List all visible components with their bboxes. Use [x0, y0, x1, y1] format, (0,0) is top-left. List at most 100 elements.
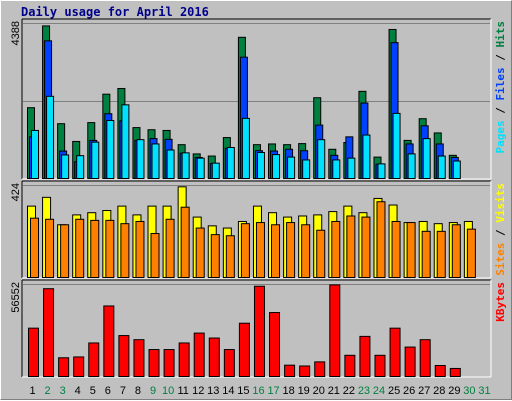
x-tick-label: 12	[192, 385, 204, 397]
sites-bar	[346, 215, 356, 278]
kbytes-bar	[58, 357, 70, 378]
kbytes-bar	[43, 288, 55, 377]
kbytes-bar	[344, 354, 356, 377]
pages-bar	[272, 154, 281, 180]
kbytes-bar	[148, 349, 160, 377]
kbytes-bar	[133, 339, 145, 377]
x-tick-label: 7	[120, 385, 126, 397]
x-tick-label: 18	[283, 385, 295, 397]
kbytes-bar	[314, 361, 326, 377]
x-tick-label: 19	[298, 385, 310, 397]
kbytes-bar	[404, 346, 416, 377]
sites-bar	[421, 230, 431, 278]
sites-bar	[466, 228, 476, 279]
x-tick-label: 9	[150, 385, 156, 397]
pages-bar	[76, 155, 85, 180]
sites-bar	[165, 218, 175, 279]
legend-kbytes: KBytes	[494, 282, 507, 322]
x-tick-label: 6	[105, 385, 111, 397]
x-tick-label: 28	[433, 385, 445, 397]
kbytes-bar	[28, 327, 39, 378]
kbytes-bar	[299, 365, 311, 377]
legend-pages: Pages	[494, 120, 507, 153]
sites-bar	[30, 217, 39, 279]
pages-bar	[226, 147, 235, 179]
pages-bar	[452, 160, 461, 179]
pages-bar	[151, 143, 160, 180]
x-tick-label: 25	[388, 385, 400, 397]
sites-bar	[225, 235, 235, 278]
kbytes-bar	[253, 285, 265, 377]
pages-bar	[121, 104, 130, 179]
kbytes-bar	[389, 327, 401, 378]
kbytes-panel-ymax-label: 56552	[10, 282, 22, 313]
pages-bar	[106, 119, 115, 179]
sites-bar	[331, 220, 341, 278]
pages-bar	[31, 129, 39, 179]
sites-bar	[210, 234, 220, 279]
sites-bar	[135, 220, 145, 278]
sites-bar	[255, 222, 265, 278]
pages-bar	[422, 138, 431, 179]
pages-bar	[332, 159, 341, 179]
pages-bar	[377, 163, 386, 180]
kbytes-bar	[223, 349, 235, 377]
x-tick-label: 1	[29, 385, 35, 397]
x-tick-label: 11	[177, 385, 188, 397]
x-tick-label: 10	[162, 385, 174, 397]
x-tick-label: 2	[45, 385, 51, 397]
sites-bar	[376, 201, 386, 278]
sites-bar	[120, 223, 130, 279]
sites-bar	[195, 227, 205, 278]
pages-bar	[91, 141, 100, 179]
pages-bar	[196, 157, 205, 179]
legend-sep: /	[494, 48, 507, 68]
x-tick-label: 21	[328, 385, 340, 397]
legend-hits: Hits	[494, 21, 507, 48]
sites-bar	[60, 224, 70, 279]
pages-bar	[46, 95, 55, 179]
pages-bar	[241, 117, 250, 179]
kbytes-bar	[329, 284, 341, 378]
legend-sites: Sites	[494, 243, 507, 276]
sites-bar	[301, 224, 311, 279]
x-tick-label: 26	[403, 385, 415, 397]
x-tick-label: 22	[343, 385, 355, 397]
sites-bar	[150, 233, 160, 278]
kbytes-bar	[374, 354, 386, 377]
pages-bar	[181, 152, 190, 179]
x-tick-label: 31	[478, 385, 490, 397]
sites-bar	[316, 229, 326, 279]
kbytes-bar	[118, 335, 130, 378]
pages-bar	[302, 159, 311, 179]
kbytes-panel-legend: KBytes	[494, 282, 507, 322]
legend-files: Files	[494, 67, 507, 100]
visits-panel-ymax-label: 424	[10, 183, 22, 201]
visits-panel-legend: Sites / Visits	[494, 183, 507, 276]
x-tick-label: 3	[60, 385, 66, 397]
sites-bar	[75, 218, 85, 279]
x-tick-label: 23	[358, 385, 370, 397]
kbytes-bar	[163, 349, 175, 377]
kbytes-bar	[73, 356, 85, 377]
x-tick-label: 16	[252, 385, 264, 397]
legend-sep: /	[494, 223, 507, 243]
kbytes-bar	[238, 322, 250, 377]
pages-bar	[211, 162, 220, 179]
kbytes-bar	[449, 367, 461, 378]
sites-bar	[451, 224, 461, 279]
kbytes-bar	[103, 305, 115, 378]
sites-bar	[240, 223, 250, 279]
x-tick-label: 15	[237, 385, 249, 397]
sites-bar	[406, 222, 416, 278]
kbytes-bar	[434, 364, 446, 377]
pages-bar	[347, 157, 356, 179]
x-tick-label: 24	[373, 385, 385, 397]
x-tick-label: 8	[135, 385, 141, 397]
kbytes-bar	[269, 312, 281, 377]
sites-bar	[90, 219, 100, 278]
hits-panel-ymax-label: 4388	[10, 21, 22, 45]
kbytes-bar	[88, 342, 100, 378]
